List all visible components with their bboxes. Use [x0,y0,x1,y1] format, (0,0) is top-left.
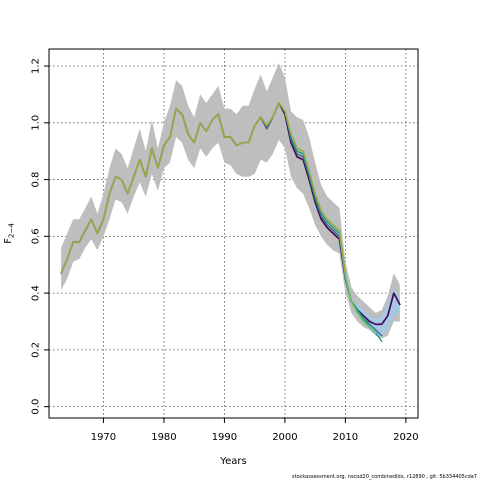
x-tick-label-1980: 1980 [151,432,176,443]
x-tick-label-2010: 2010 [333,432,358,443]
x-tick-label-1990: 1990 [212,432,237,443]
x-tick-label-1970: 1970 [91,432,116,443]
x-axis-title: Years [219,456,246,467]
footer-credit: stockassessment.org, nscod20_combinedIdx… [292,474,477,480]
series-lines [60,102,401,343]
x-tick-label-2000: 2000 [272,432,297,443]
series-line-5 [60,102,347,274]
y-tick-label-0.0: 0.0 [31,399,42,415]
y-tick-label-0.8: 0.8 [31,172,42,188]
y-axis-title: F2−4 [3,223,16,244]
plot-frame [48,48,419,419]
y-axis-title-main: F [3,238,14,244]
y-axis: 0.0 0.2 0.4 0.6 0.8 1.0 1.2 [31,58,49,415]
x-axis: 1970 1980 1990 2000 2010 2020 [91,418,419,443]
x-tick-label-2020: 2020 [393,432,418,443]
y-axis-title-subscript: 2−4 [8,223,16,238]
y-tick-label-0.2: 0.2 [31,342,42,358]
y-tick-label-1.0: 1.0 [31,115,42,131]
y-tick-label-0.6: 0.6 [31,228,42,244]
y-tick-label-1.2: 1.2 [31,58,42,74]
confidence-band-outer [61,63,400,339]
y-tick-label-0.4: 0.4 [31,285,42,301]
